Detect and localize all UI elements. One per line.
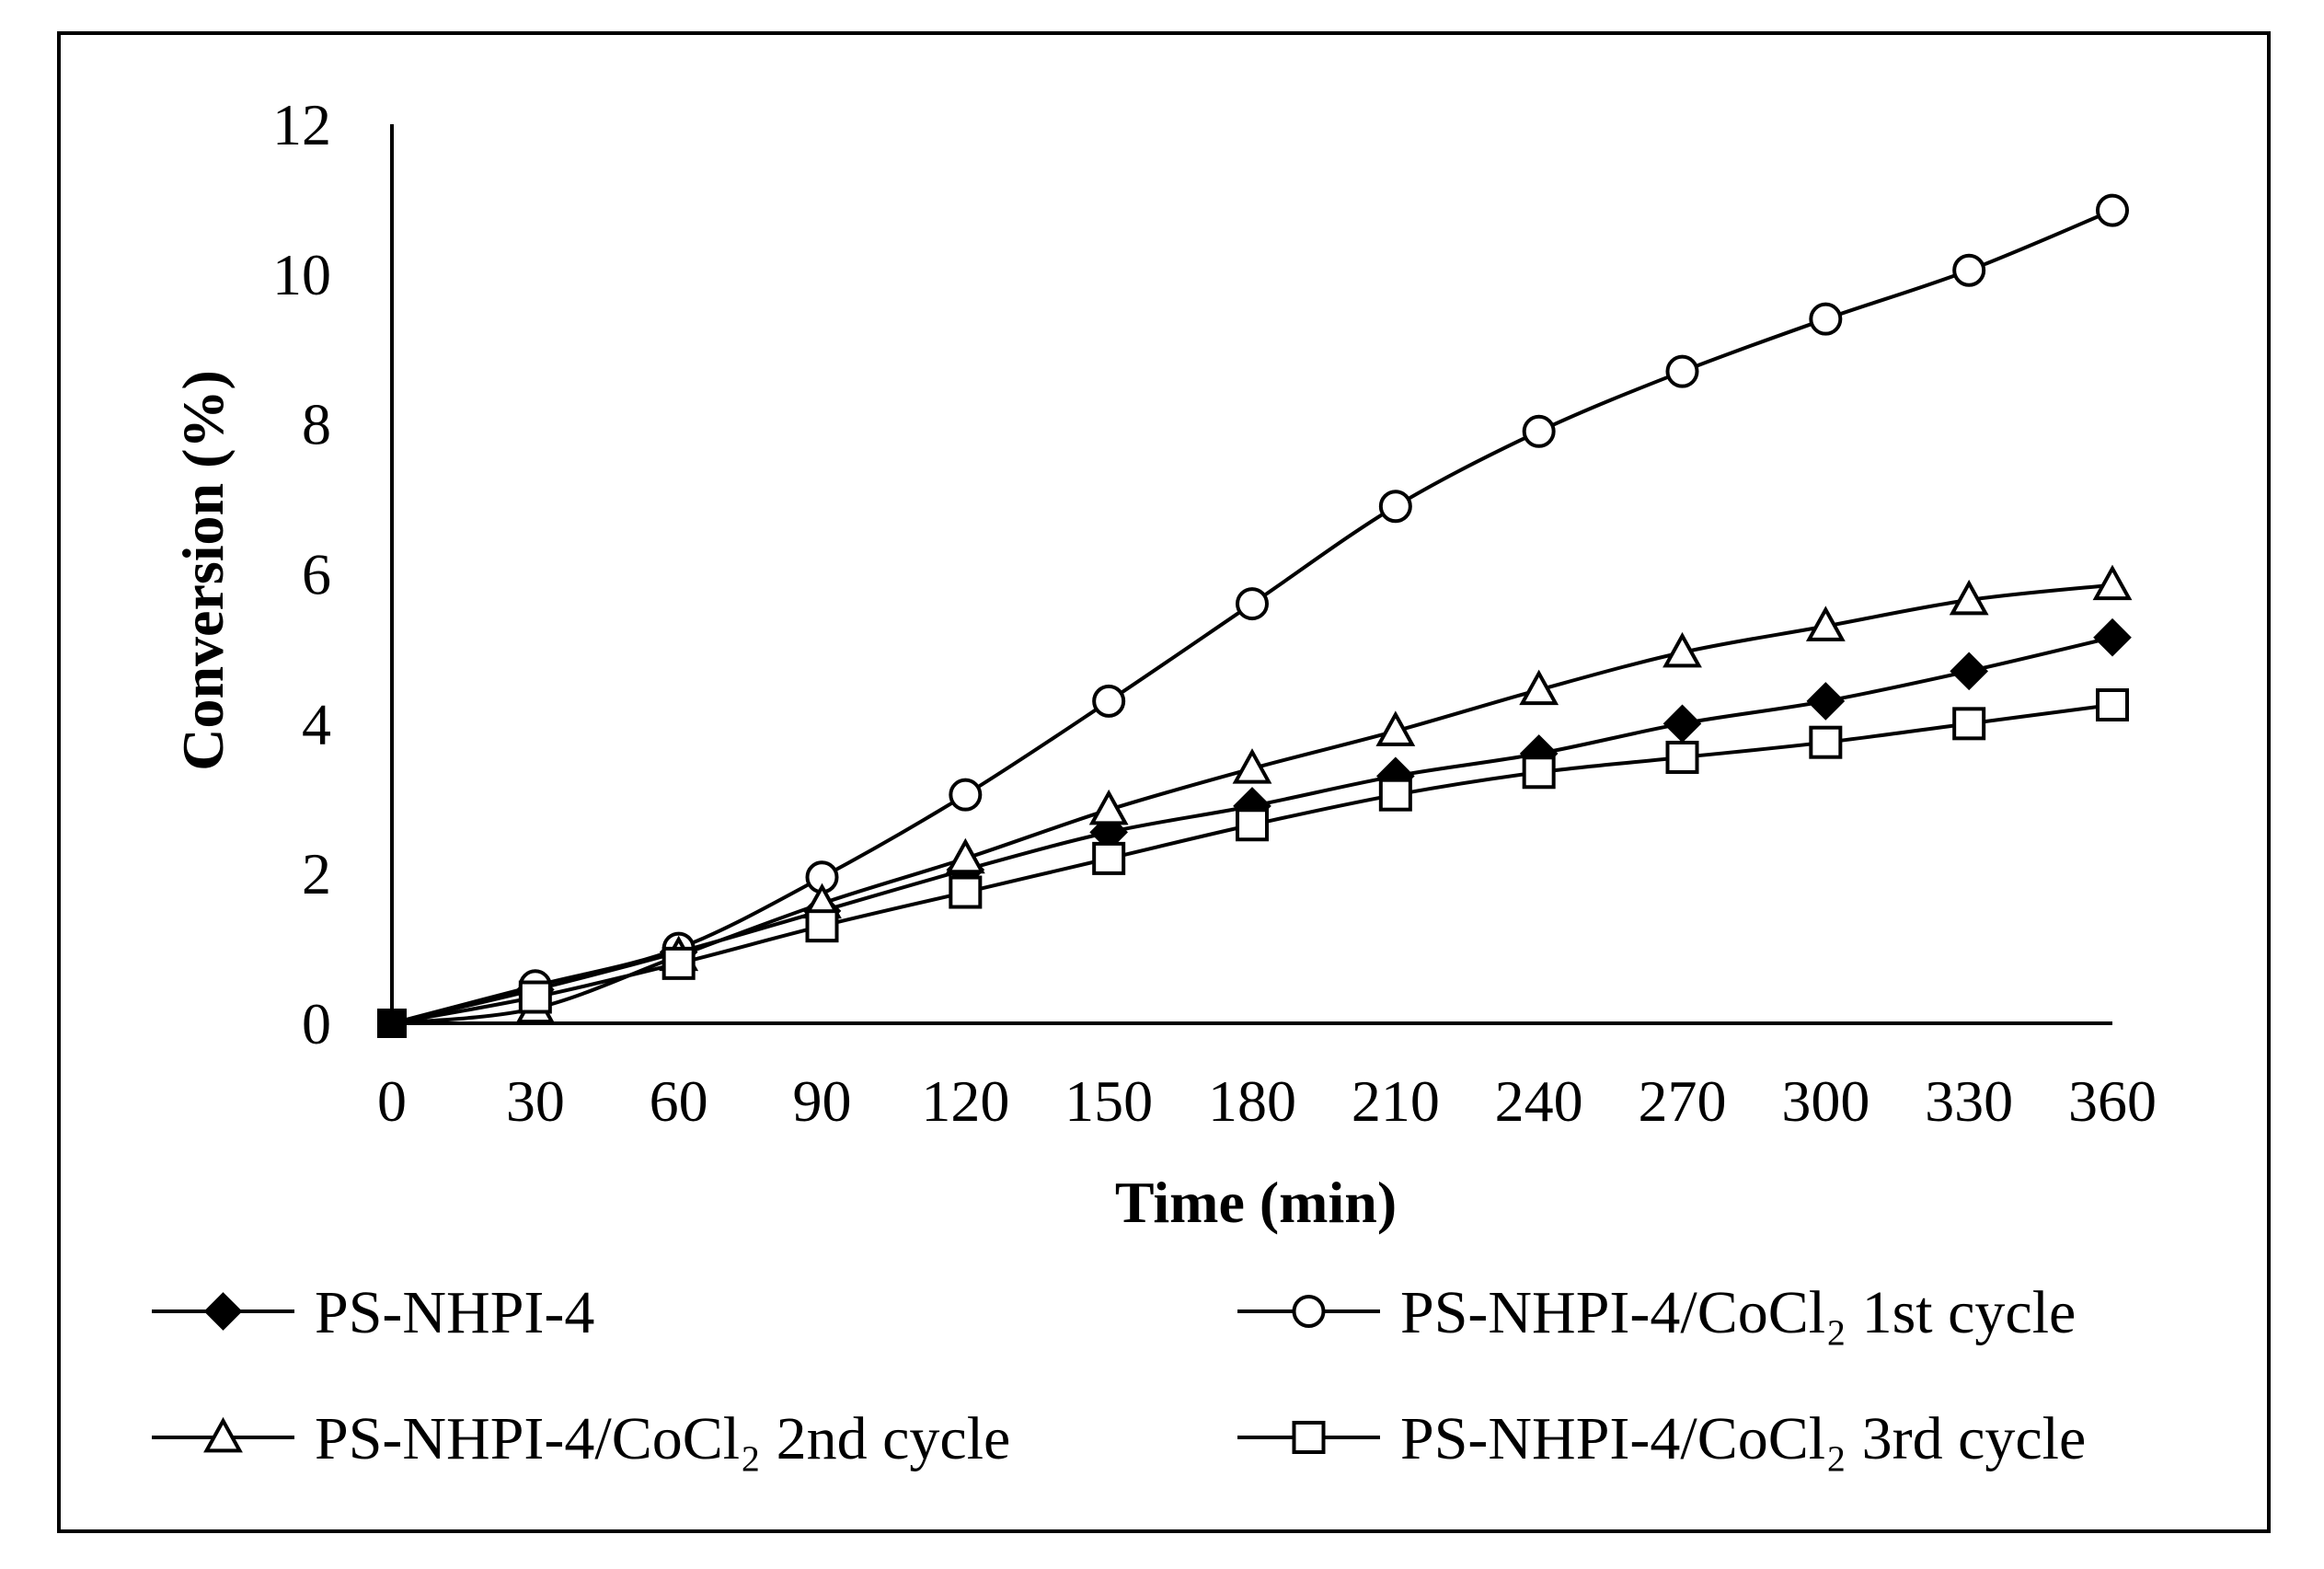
x-tick-label: 120	[921, 1068, 1009, 1134]
data-point	[1522, 756, 1556, 790]
legend-marker	[203, 1292, 243, 1331]
data-point	[1949, 579, 1989, 616]
data-point	[518, 980, 552, 1014]
data-point	[805, 909, 839, 943]
data-point	[949, 875, 983, 909]
x-tick-label: 300	[1781, 1068, 1870, 1134]
x-tick-label: 0	[377, 1068, 407, 1134]
data-point	[1378, 490, 1412, 524]
data-point	[945, 837, 985, 874]
data-point	[662, 946, 696, 980]
chart-frame	[57, 31, 2271, 1533]
y-tick-label: 8	[302, 392, 331, 457]
x-tick-label: 90	[793, 1068, 852, 1134]
data-point	[1809, 302, 1843, 336]
data-point	[1088, 789, 1129, 825]
data-point	[2093, 617, 2132, 657]
legend-item: PS-NHPI-4	[152, 1279, 594, 1346]
y-tick-label: 6	[302, 542, 331, 607]
markers-cocl2-2nd-cycle	[515, 564, 2133, 1024]
origin-point	[377, 1009, 407, 1038]
legend-marker	[1292, 1295, 1326, 1328]
legend-label: PS-NHPI-4/CoCl₂ 2nd cycle	[315, 1405, 1010, 1472]
data-point	[1375, 710, 1416, 746]
legend-label: PS-NHPI-4/CoCl₂ 3rd cycle	[1400, 1405, 2086, 1472]
data-point	[949, 778, 983, 812]
x-tick-label: 240	[1495, 1068, 1583, 1134]
x-tick-label: 270	[1639, 1068, 1727, 1134]
y-tick-label: 4	[302, 691, 331, 756]
data-point	[2096, 687, 2129, 721]
data-point	[1236, 808, 1269, 842]
markers-cocl2-3rd-cycle	[518, 687, 2129, 1014]
data-point	[1952, 253, 1986, 287]
x-tick-label: 150	[1064, 1068, 1153, 1134]
data-point	[1805, 606, 1846, 641]
x-tick-label: 210	[1352, 1068, 1440, 1134]
y-tick-label: 10	[272, 242, 331, 307]
legend-marker	[203, 1416, 243, 1453]
data-point	[1092, 684, 1126, 718]
data-point	[1519, 669, 1559, 706]
legend-item: PS-NHPI-4/CoCl₂ 3rd cycle	[1237, 1405, 2086, 1472]
data-point	[1662, 704, 1702, 744]
x-tick-label: 180	[1208, 1068, 1296, 1134]
data-point	[1809, 725, 1843, 759]
x-tick-label: 60	[650, 1068, 708, 1134]
y-axis-title: Conversion (%)	[170, 370, 236, 771]
data-point	[1236, 587, 1269, 621]
y-tick-label: 2	[302, 841, 331, 906]
legend-item: PS-NHPI-4/CoCl₂ 2nd cycle	[152, 1405, 1010, 1472]
data-point	[1232, 748, 1272, 784]
x-tick-label: 330	[1925, 1068, 2013, 1134]
data-point	[2092, 564, 2133, 601]
y-tick-label: 0	[302, 991, 331, 1056]
x-tick-label: 360	[2068, 1068, 2157, 1134]
data-point	[2096, 193, 2129, 227]
data-point	[1522, 414, 1556, 448]
y-tick-label: 12	[272, 92, 331, 157]
legend-item: PS-NHPI-4/CoCl₂ 1st cycle	[1237, 1279, 2076, 1346]
data-point	[1806, 682, 1846, 721]
legend-marker	[1292, 1421, 1326, 1454]
data-point	[1950, 652, 1988, 691]
x-axis-title: Time (min)	[1115, 1170, 1397, 1235]
x-tick-label: 30	[506, 1068, 565, 1134]
data-point	[1665, 740, 1699, 774]
data-point	[1665, 354, 1699, 388]
legend-label: PS-NHPI-4	[315, 1279, 594, 1346]
data-point	[1092, 841, 1126, 875]
data-point	[1952, 707, 1986, 741]
data-point	[1662, 631, 1702, 668]
legend-label: PS-NHPI-4/CoCl₂ 1st cycle	[1400, 1279, 2076, 1346]
data-point	[1378, 778, 1412, 812]
